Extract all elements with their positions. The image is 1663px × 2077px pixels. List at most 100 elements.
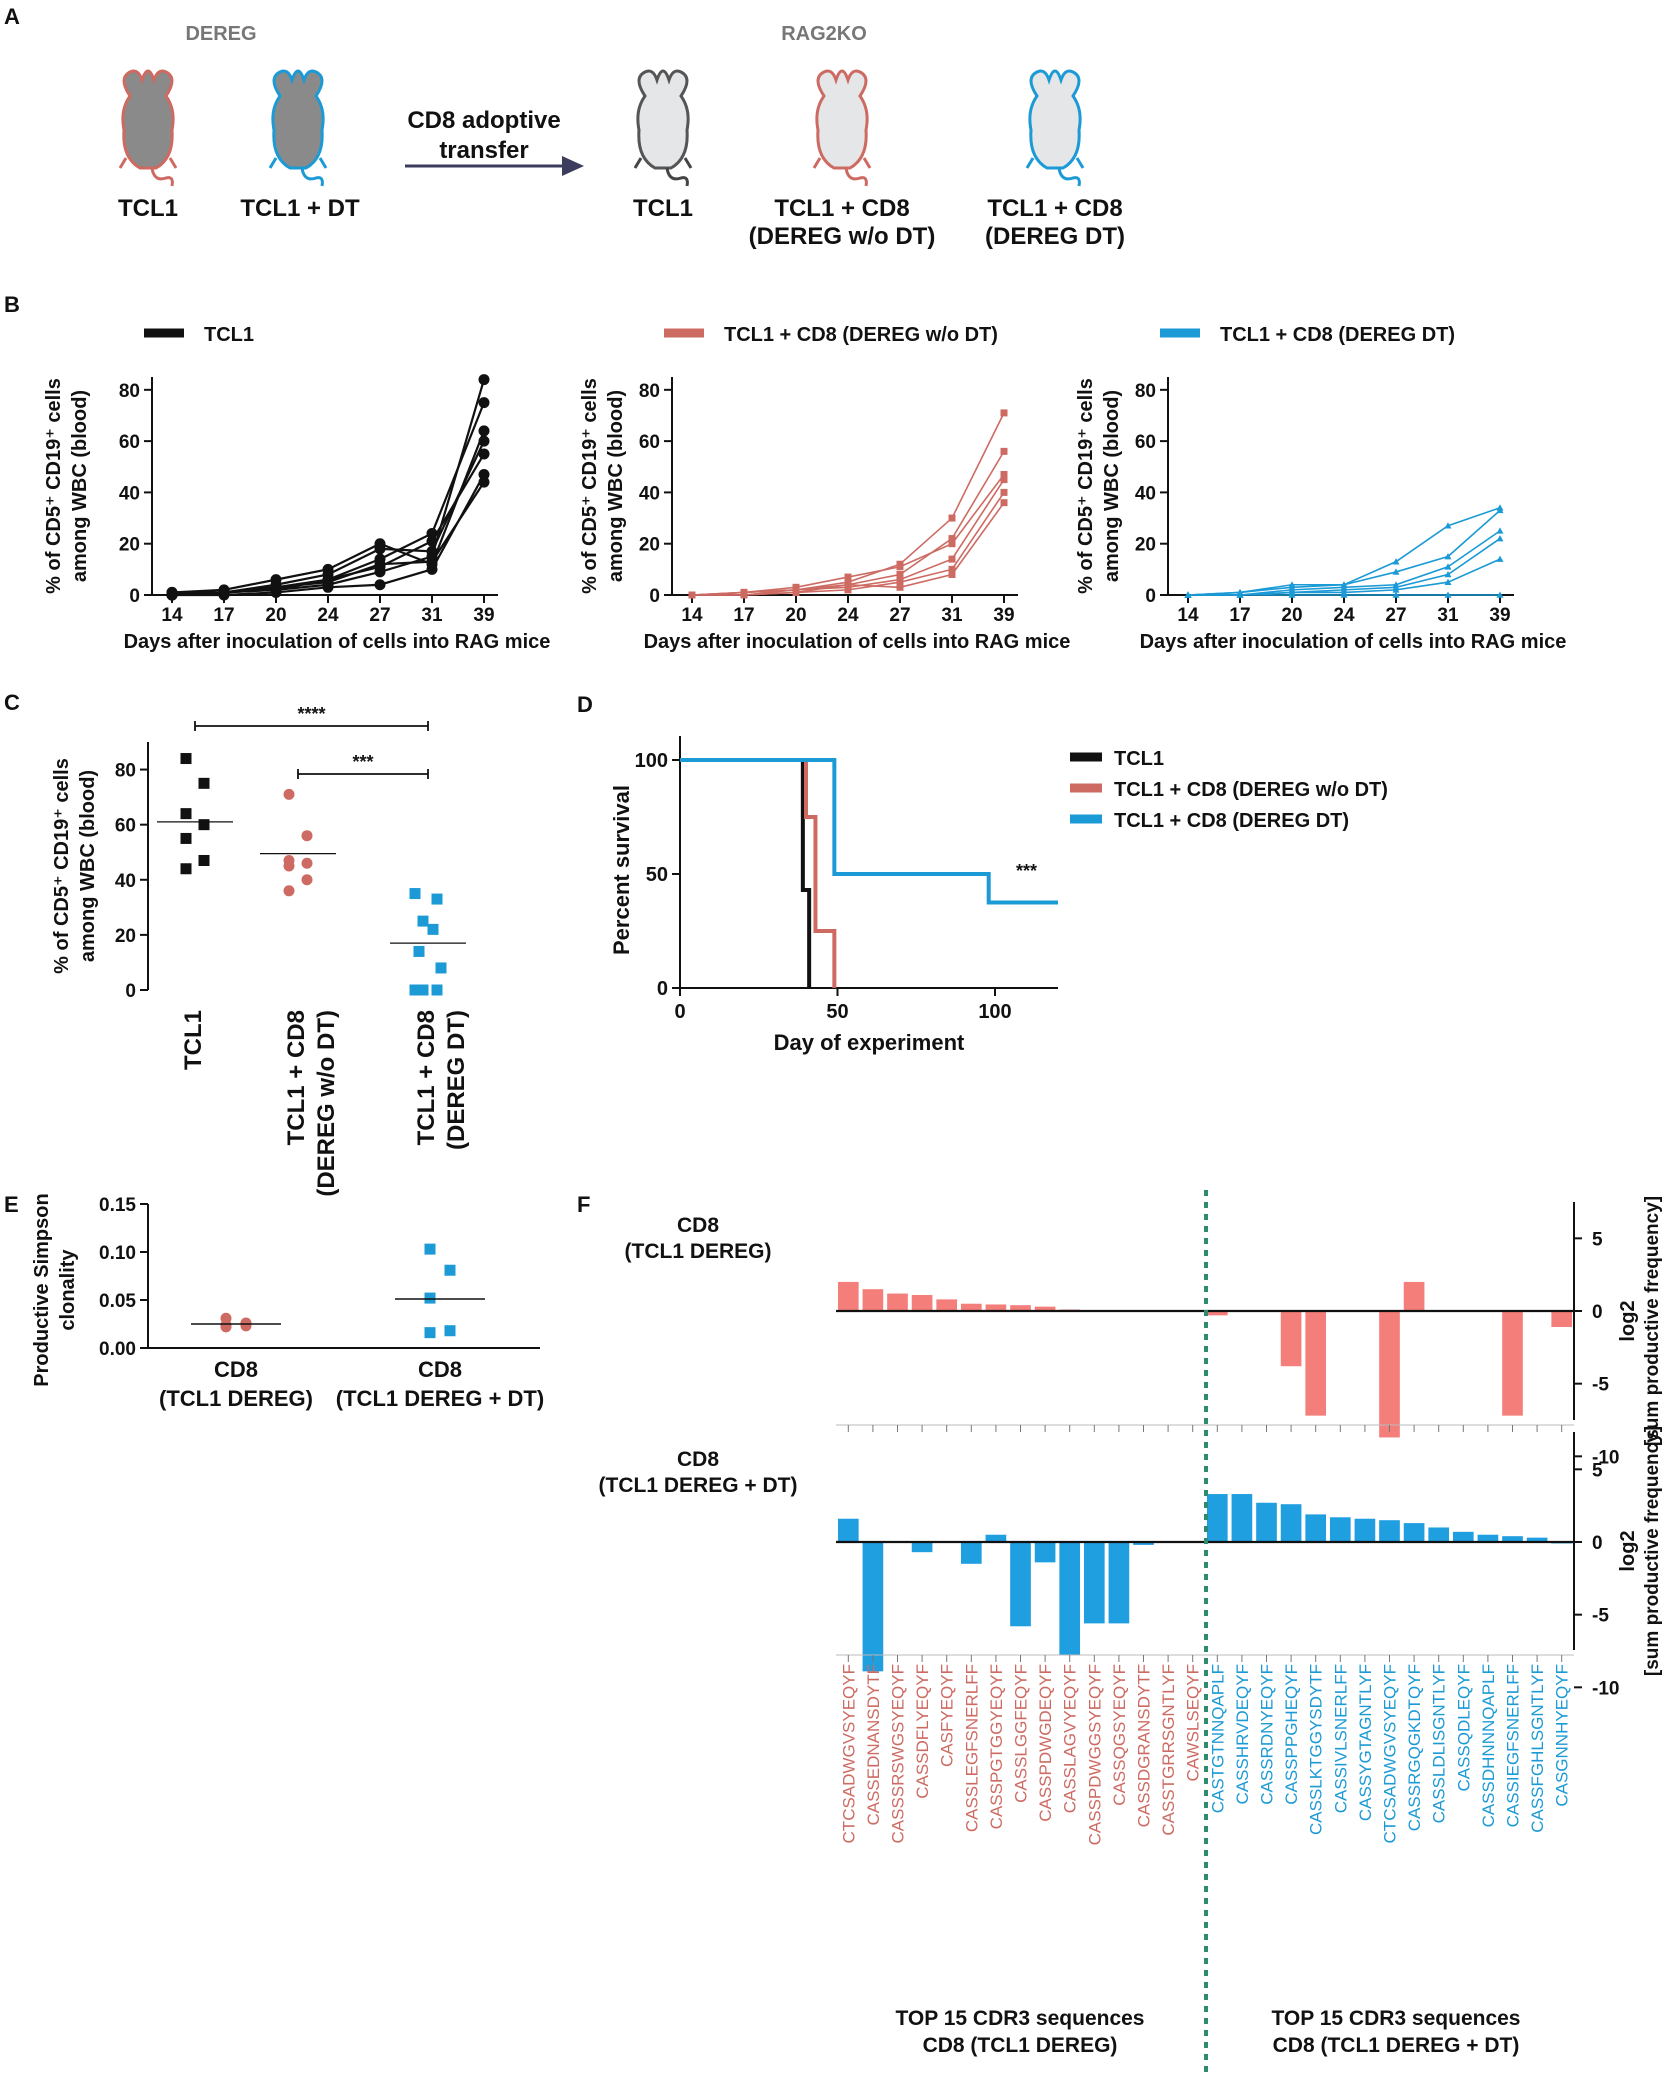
data-point xyxy=(896,563,904,571)
y-tick-label: 40 xyxy=(1135,483,1156,504)
mouse-feet xyxy=(812,157,872,169)
data-point xyxy=(409,984,421,996)
bar xyxy=(1256,1502,1277,1542)
cdr3-sequence-label: CASSPDWGDEQYF xyxy=(1036,1664,1055,1822)
panel-letter-d: D xyxy=(577,692,593,717)
bar xyxy=(1034,1306,1056,1311)
data-point xyxy=(740,591,748,599)
bar xyxy=(1502,1536,1523,1542)
data-point xyxy=(283,788,295,800)
bar xyxy=(1034,1542,1056,1563)
significance-stars: **** xyxy=(297,704,325,724)
data-point xyxy=(896,583,904,591)
y-tick-label: 5 xyxy=(1592,1229,1603,1250)
x-tick-label: 31 xyxy=(421,605,443,626)
cdr3-sequence-label: CASSIEGFSNERLFF xyxy=(1504,1664,1523,1827)
bar xyxy=(1379,1520,1400,1542)
legend-label: TCL1 + CD8 (DEREG w/o DT) xyxy=(724,324,998,346)
data-point xyxy=(948,540,956,548)
y-axis-title: [sum productive frequency] xyxy=(1642,1426,1663,1676)
data-point xyxy=(896,570,904,578)
panel-letter-f: F xyxy=(577,1192,590,1217)
panel-f-chart-1: 5 0 -5 -10 CD8 (TCL1 DEREG) log2 [sum productiv… xyxy=(625,1196,1663,1468)
cdr3-sequence-label: CASSLDLISGNTLYF xyxy=(1430,1664,1449,1823)
mouse-label: (DEREG w/o DT) xyxy=(749,223,936,250)
bar xyxy=(1403,1523,1425,1542)
data-point xyxy=(1444,570,1452,578)
bar xyxy=(1083,1542,1105,1624)
x-tick-label: 39 xyxy=(1489,605,1510,626)
bar xyxy=(985,1534,1007,1542)
panel-d: D 0 50 100 0 50 100 TCL1 TCL1 + CD8 (DEREG w/o D… xyxy=(577,692,1388,1055)
data-point xyxy=(1444,578,1452,585)
y-tick-label: 20 xyxy=(639,535,660,556)
mouse-label: TCL1 xyxy=(633,195,693,222)
data-point xyxy=(844,581,852,589)
series-label: CD8 xyxy=(677,1214,719,1237)
y-tick-label: 0 xyxy=(649,586,660,607)
x-tick-label: 17 xyxy=(213,605,234,626)
bar xyxy=(1280,1504,1302,1542)
bar xyxy=(1305,1311,1327,1416)
bar xyxy=(1206,1311,1228,1316)
significance-stars: *** xyxy=(352,752,373,772)
cdr3-sequence-label: CASSEDNANSDYTF xyxy=(864,1664,883,1826)
y-tick-label: 20 xyxy=(1135,535,1156,556)
data-point xyxy=(426,535,438,547)
x-tick-label: 20 xyxy=(785,605,806,626)
cdr3-sequence-label: CASSQGSYEQYF xyxy=(1110,1664,1129,1806)
data-point xyxy=(166,586,178,598)
group-caption: CD8 (TCL1 DEREG + DT) xyxy=(1273,2034,1520,2057)
y-tick-label: 60 xyxy=(639,432,660,453)
bar xyxy=(1502,1311,1523,1416)
data-point xyxy=(374,543,386,555)
group-label: TCL1 + CD8 xyxy=(413,1010,440,1145)
cdr3-sequence-label: CTCSADWGVSYEQYF xyxy=(1381,1664,1400,1843)
bar xyxy=(1428,1527,1450,1542)
data-point xyxy=(322,576,334,588)
data-point xyxy=(792,588,800,596)
y-tick-label: 40 xyxy=(119,483,140,504)
cdr3-sequence-label: CTCSADWGVSYEQYF xyxy=(839,1664,858,1843)
data-point xyxy=(1288,591,1296,598)
y-tick-label: 0 xyxy=(1145,586,1156,607)
legend-label: TCL1 xyxy=(1114,748,1164,770)
bar xyxy=(1305,1514,1327,1542)
mouse-tcl1-cd8-dt xyxy=(1025,69,1085,187)
bar xyxy=(862,1542,884,1672)
x-tick-label: 27 xyxy=(889,605,910,626)
legend-label: TCL1 + CD8 (DEREG w/o DT) xyxy=(1114,779,1388,801)
y-tick-label: 60 xyxy=(119,432,140,453)
data-point xyxy=(426,563,438,575)
data-point xyxy=(478,435,490,447)
y-tick-label: -5 xyxy=(1592,1606,1609,1627)
data-point xyxy=(180,753,192,765)
group-label: TCL1 + CD8 xyxy=(283,1010,310,1145)
bar xyxy=(911,1295,933,1311)
cdr3-sequence-label: CASSLGGFEQYF xyxy=(1012,1664,1031,1803)
data-point xyxy=(220,1321,232,1333)
panel-b-chart-1: 0 20 40 60 80 14 17 20 24 27 31 39 TCL1 Days after in… xyxy=(43,324,550,653)
y-tick-label: 0 xyxy=(125,981,136,1002)
dereg-title: DEREG xyxy=(185,23,256,45)
y-tick-label: 0.05 xyxy=(99,1291,136,1312)
data-point xyxy=(240,1320,252,1332)
bar xyxy=(837,1281,859,1311)
data-point xyxy=(478,476,490,488)
data-point xyxy=(844,573,852,581)
mouse-body xyxy=(815,69,869,170)
cdr3-sequence-label: CASSYGTAGNTLYF xyxy=(1356,1664,1375,1821)
data-point xyxy=(948,514,956,522)
y-tick-label: 80 xyxy=(639,381,660,402)
data-point xyxy=(374,579,386,591)
y-tick-label: -10 xyxy=(1592,1447,1619,1468)
data-point xyxy=(198,777,210,789)
group-label: TCL1 xyxy=(180,1010,207,1070)
mouse-label: (DEREG DT) xyxy=(985,223,1125,250)
group-caption: CD8 (TCL1 DEREG) xyxy=(923,2034,1118,2057)
data-point xyxy=(1392,558,1400,565)
y-axis-title: among WBC (blood) xyxy=(1101,390,1123,582)
y-tick-label: -10 xyxy=(1592,1678,1619,1699)
data-point xyxy=(1000,488,1008,496)
bar xyxy=(1379,1311,1400,1438)
